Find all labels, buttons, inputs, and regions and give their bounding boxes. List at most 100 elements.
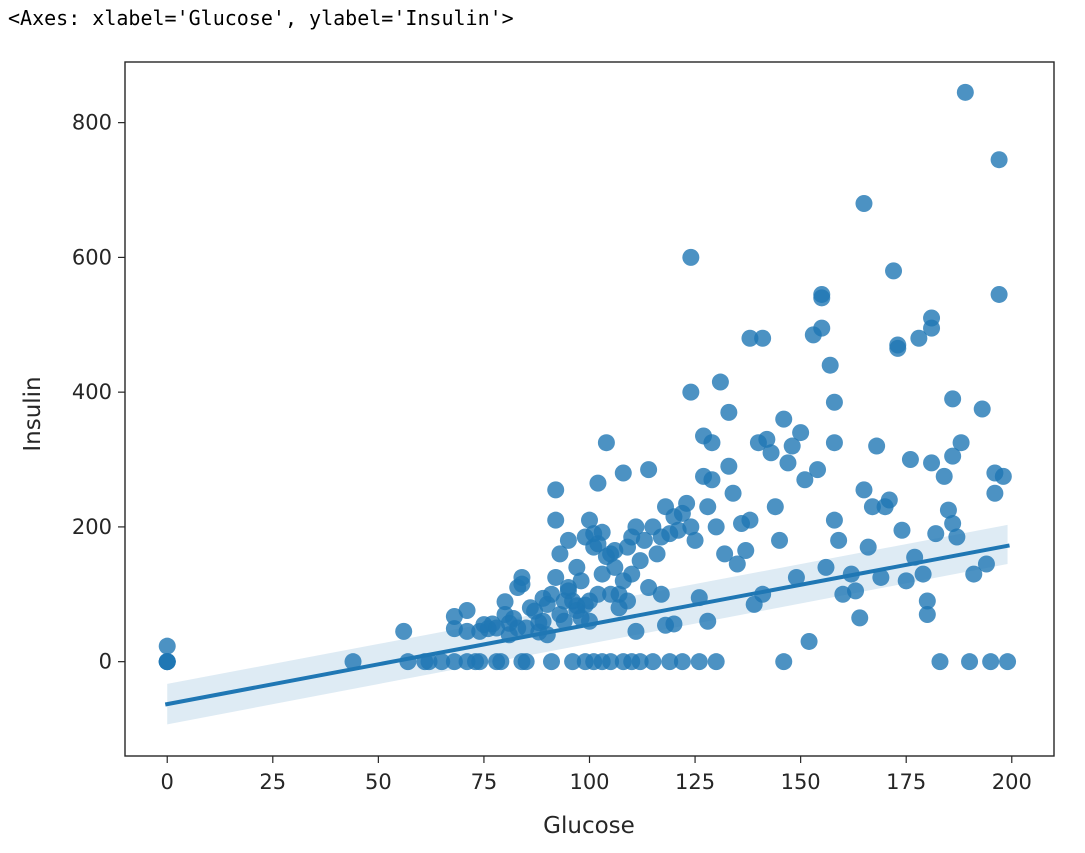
data-point — [990, 151, 1008, 169]
data-point — [542, 653, 560, 671]
data-point — [614, 464, 632, 482]
x-tick-label: 175 — [886, 770, 926, 794]
y-tick-label: 600 — [72, 245, 112, 269]
data-point — [999, 653, 1017, 671]
data-point — [783, 437, 801, 455]
data-point — [707, 518, 725, 536]
data-point — [597, 434, 615, 452]
data-point — [602, 653, 620, 671]
data-point — [682, 248, 700, 266]
plot-frame — [124, 61, 1055, 757]
data-point — [787, 568, 805, 586]
data-point — [627, 622, 645, 640]
y-tick-label: 0 — [99, 650, 112, 674]
data-point — [559, 531, 577, 549]
data-point — [720, 457, 738, 475]
data-point — [792, 424, 810, 442]
data-point — [944, 515, 962, 533]
data-point — [728, 555, 746, 573]
x-tick-label: 125 — [675, 770, 715, 794]
x-axis: 0 25 50 75 100 125 150 175 200 — [161, 756, 1032, 794]
data-point — [661, 653, 679, 671]
data-point — [918, 606, 936, 624]
data-point — [994, 467, 1012, 485]
data-point — [471, 653, 489, 671]
data-point — [737, 541, 755, 559]
data-point — [813, 319, 831, 337]
y-axis: 0 200 400 600 800 — [72, 111, 125, 674]
data-point — [918, 592, 936, 610]
points-layer — [158, 83, 1017, 671]
data-point — [758, 430, 776, 448]
data-point — [847, 582, 865, 600]
data-point — [821, 356, 839, 374]
x-axis-label: Glucose — [543, 813, 635, 839]
y-tick-label: 800 — [72, 111, 112, 135]
data-point — [830, 531, 848, 549]
regression-layer — [164, 543, 1010, 707]
data-point — [458, 601, 476, 619]
data-point — [927, 525, 945, 543]
data-point — [593, 523, 611, 541]
x-tick-label: 200 — [992, 770, 1032, 794]
data-point — [158, 637, 176, 655]
data-point — [741, 511, 759, 529]
data-point — [754, 329, 772, 347]
data-point — [572, 572, 590, 590]
data-point — [901, 451, 919, 469]
x-tick-label: 0 — [161, 770, 174, 794]
data-point — [771, 531, 789, 549]
data-point — [631, 653, 649, 671]
data-point — [923, 454, 941, 472]
data-point — [990, 285, 1008, 303]
data-point — [555, 612, 573, 630]
data-point — [775, 410, 793, 428]
data-point — [699, 612, 717, 630]
data-point — [158, 653, 176, 671]
axes-repr-output: <Axes: xlabel='Glucose', ylabel='Insulin… — [8, 6, 514, 30]
regression-line — [164, 543, 1010, 707]
data-point — [762, 444, 780, 462]
data-point — [707, 653, 725, 671]
data-point — [897, 572, 915, 590]
data-point — [589, 474, 607, 492]
data-point — [665, 615, 683, 633]
y-tick-label: 200 — [72, 515, 112, 539]
data-point — [889, 339, 907, 357]
data-point — [703, 471, 721, 489]
x-tick-label: 75 — [471, 770, 498, 794]
data-point — [813, 289, 831, 307]
x-tick-label: 50 — [365, 770, 392, 794]
data-point — [944, 390, 962, 408]
data-point — [982, 653, 1000, 671]
data-point — [724, 484, 742, 502]
data-point — [496, 593, 514, 611]
data-point — [711, 373, 729, 391]
data-point — [593, 565, 611, 583]
data-point — [948, 528, 966, 546]
data-point — [923, 319, 941, 337]
x-tick-label: 100 — [569, 770, 609, 794]
data-point — [914, 565, 932, 583]
data-point — [542, 585, 560, 603]
data-point — [859, 538, 877, 556]
data-point — [872, 568, 890, 586]
data-point — [935, 467, 953, 485]
data-point — [779, 454, 797, 472]
data-point — [956, 83, 974, 101]
data-point — [973, 400, 991, 418]
data-point — [809, 461, 827, 479]
data-point — [855, 481, 873, 499]
data-point — [741, 329, 759, 347]
data-point — [880, 491, 898, 509]
data-point — [885, 262, 903, 280]
data-point — [910, 329, 928, 347]
data-point — [648, 545, 666, 563]
data-point — [564, 653, 582, 671]
data-point — [716, 545, 734, 563]
y-axis-label: Insulin — [20, 376, 46, 451]
data-point — [825, 434, 843, 452]
data-point — [445, 608, 463, 626]
data-point — [863, 498, 881, 516]
